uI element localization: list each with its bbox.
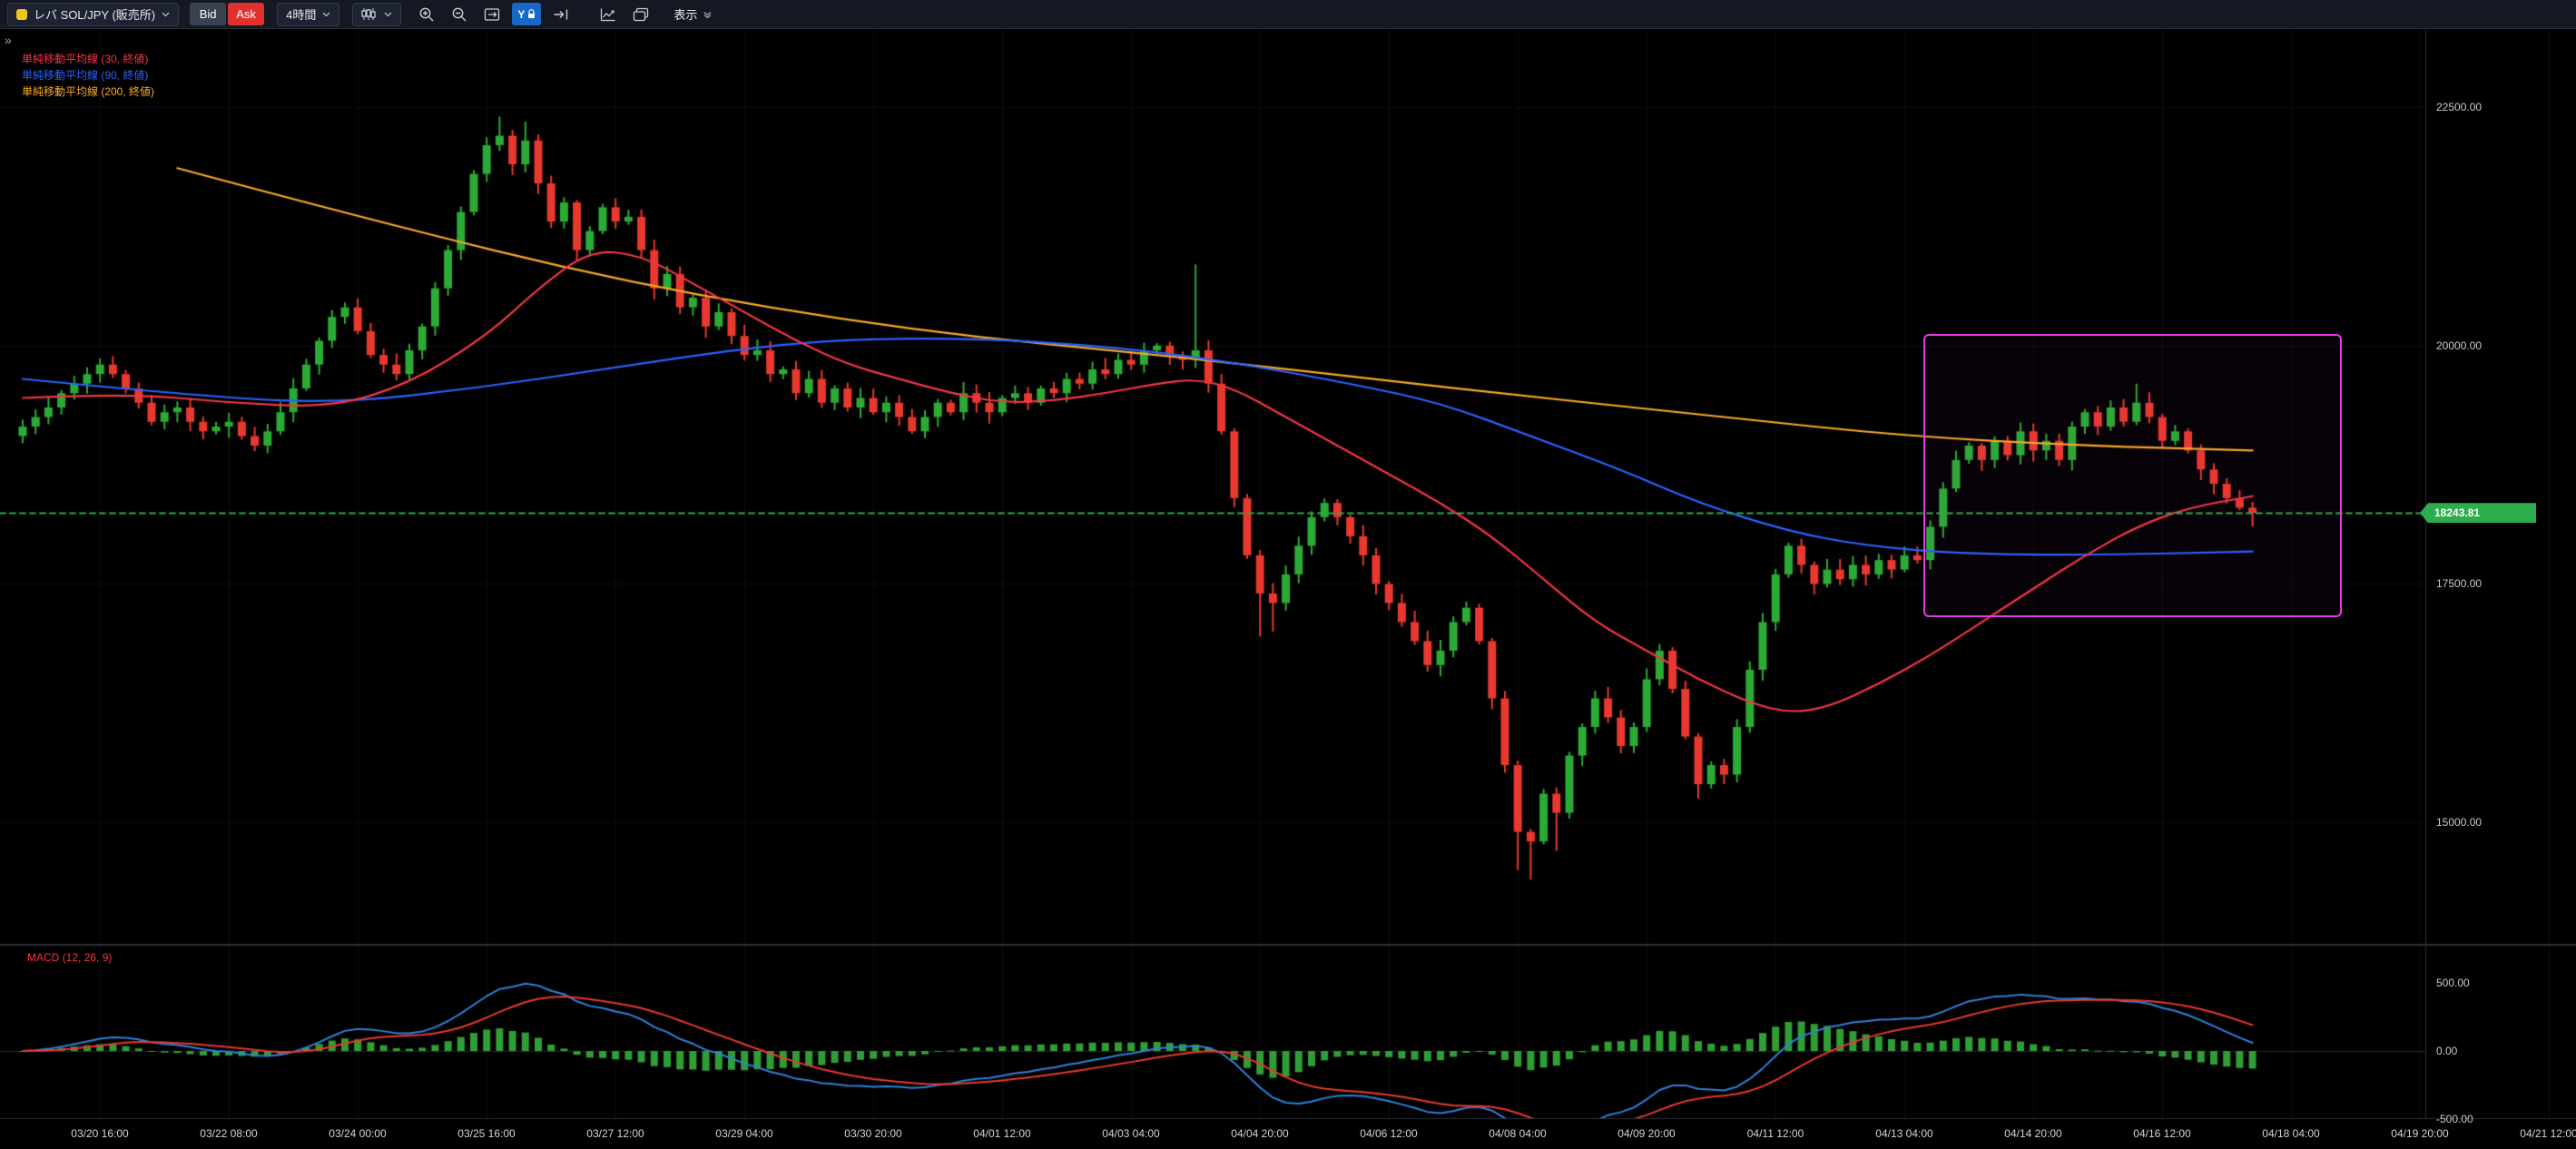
time-tick: 03/22 08:00 [200,1127,258,1140]
symbol-color-icon [16,8,27,20]
panel-collapse-icon[interactable]: » [5,33,12,47]
time-tick: 04/18 04:00 [2262,1127,2320,1140]
legend-sma200[interactable]: 単純移動平均線 (200, 終値) [22,85,155,98]
y-axis-lock-button[interactable]: Y [512,3,542,25]
symbol-label: レバ SOL/JPY (販売所) [34,8,156,22]
time-tick: 04/19 20:00 [2391,1127,2449,1140]
indicator-button[interactable] [595,3,621,26]
go-to-latest-icon [554,9,568,19]
time-tick: 04/13 04:00 [1875,1127,1933,1140]
display-menu-label: 表示 [673,8,698,22]
time-tick: 04/16 12:00 [2133,1127,2191,1140]
ask-button[interactable]: Ask [228,3,265,25]
bid-ask-toggle: Bid Ask [190,3,265,25]
time-tick: 03/27 12:00 [586,1127,644,1140]
fit-chart-icon [485,7,500,21]
legend-sma90[interactable]: 単純移動平均線 (90, 終値) [22,69,149,82]
legend-macd[interactable]: MACD (12, 26, 9) [27,951,113,964]
chart-type-selector[interactable] [352,2,402,26]
current-price-tag: 18243.81 [2420,503,2536,524]
fit-chart-button[interactable] [479,3,505,26]
time-tick: 04/14 20:00 [2004,1127,2062,1140]
time-tick: 04/04 20:00 [1231,1127,1289,1140]
time-tick: 04/21 12:00 [2520,1127,2576,1140]
timeframe-label: 4時間 [286,8,317,22]
time-tick: 04/08 04:00 [1489,1127,1547,1140]
screenshot-button[interactable] [628,3,654,26]
time-tick: 03/25 16:00 [457,1127,516,1140]
y-axis-lock-label: Y [517,7,526,21]
indicator-icon [601,8,615,21]
macd-tick: -500.00 [2436,1113,2473,1125]
price-tick: 15000.00 [2436,816,2483,830]
display-menu[interactable]: 表示 [664,3,721,26]
time-tick: 04/03 04:00 [1102,1127,1160,1140]
toolbar: レバ SOL/JPY (販売所) Bid Ask 4時間 [0,0,2576,29]
time-tick: 04/01 12:00 [973,1127,1031,1140]
zoom-out-button[interactable] [447,3,472,26]
zoom-in-button[interactable] [414,3,439,26]
candlestick-chart-icon [361,7,378,21]
time-tick: 03/20 16:00 [71,1127,129,1140]
indicator-legend: 単純移動平均線 (30, 終値) 単純移動平均線 (90, 終値) 単純移動平均… [22,53,154,98]
bid-button[interactable]: Bid [190,3,227,25]
legend-sma30[interactable]: 単純移動平均線 (30, 終値) [22,53,149,65]
chevron-down-icon [384,12,392,17]
lock-icon [528,9,536,18]
zoom-in-icon [419,7,434,21]
selection-box[interactable] [1922,334,2342,618]
screenshot-icon [634,7,649,21]
price-tick: 17500.00 [2436,577,2483,591]
timeframe-selector[interactable]: 4時間 [277,2,340,26]
time-tick: 04/09 20:00 [1617,1127,1676,1140]
time-tick: 03/29 04:00 [715,1127,773,1140]
chevron-down-icon [703,11,712,18]
time-tick: 04/11 12:00 [1746,1127,1804,1140]
chevron-down-icon [322,12,330,17]
macd-tick: 500.00 [2436,977,2470,989]
price-tick: 22500.00 [2436,101,2483,113]
price-tick: 20000.00 [2436,339,2483,352]
zoom-out-icon [452,7,467,21]
time-tick: 03/24 00:00 [329,1127,387,1140]
chevron-down-icon [162,12,170,17]
go-to-latest-button[interactable] [548,3,574,26]
time-tick: 04/06 12:00 [1360,1127,1418,1140]
time-tick: 03/30 20:00 [844,1127,902,1140]
symbol-selector[interactable]: レバ SOL/JPY (販売所) [7,2,180,26]
macd-tick: 0.00 [2436,1045,2458,1057]
